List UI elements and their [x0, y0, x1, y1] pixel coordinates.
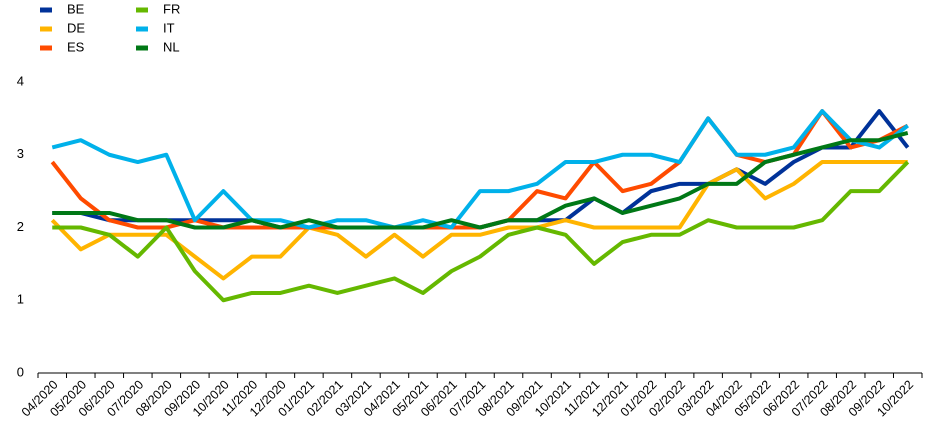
line [52, 109, 910, 230]
y-tick-label: 3 [17, 146, 24, 161]
legend-label: IT [163, 20, 175, 35]
line [50, 160, 908, 281]
line [52, 130, 909, 230]
legend-label: DE [67, 20, 85, 35]
y-tick-label: 4 [17, 73, 24, 88]
line [52, 160, 910, 303]
legend-label: NL [163, 39, 180, 54]
legend-label: ES [67, 39, 85, 54]
legend-label: FR [163, 1, 180, 16]
line [50, 109, 909, 230]
y-tick-label: 1 [17, 292, 24, 307]
legend-label: BE [67, 1, 85, 16]
y-tick-label: 2 [17, 219, 24, 234]
y-tick-label: 0 [17, 364, 24, 379]
line [51, 109, 909, 230]
